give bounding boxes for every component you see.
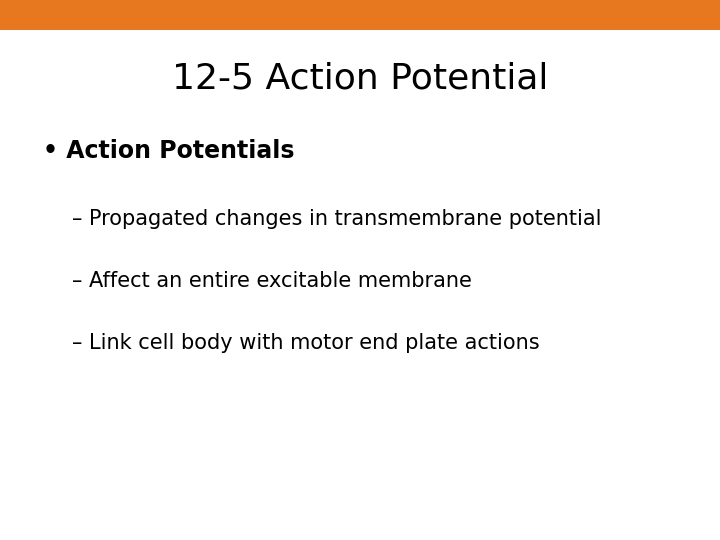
- Text: – Propagated changes in transmembrane potential: – Propagated changes in transmembrane po…: [72, 208, 601, 229]
- Text: 12-5 Action Potential: 12-5 Action Potential: [172, 62, 548, 95]
- Text: – Affect an entire excitable membrane: – Affect an entire excitable membrane: [72, 271, 472, 291]
- Text: • Action Potentials: • Action Potentials: [43, 139, 294, 163]
- Bar: [0, 0, 720, 30]
- Text: – Link cell body with motor end plate actions: – Link cell body with motor end plate ac…: [72, 333, 539, 353]
